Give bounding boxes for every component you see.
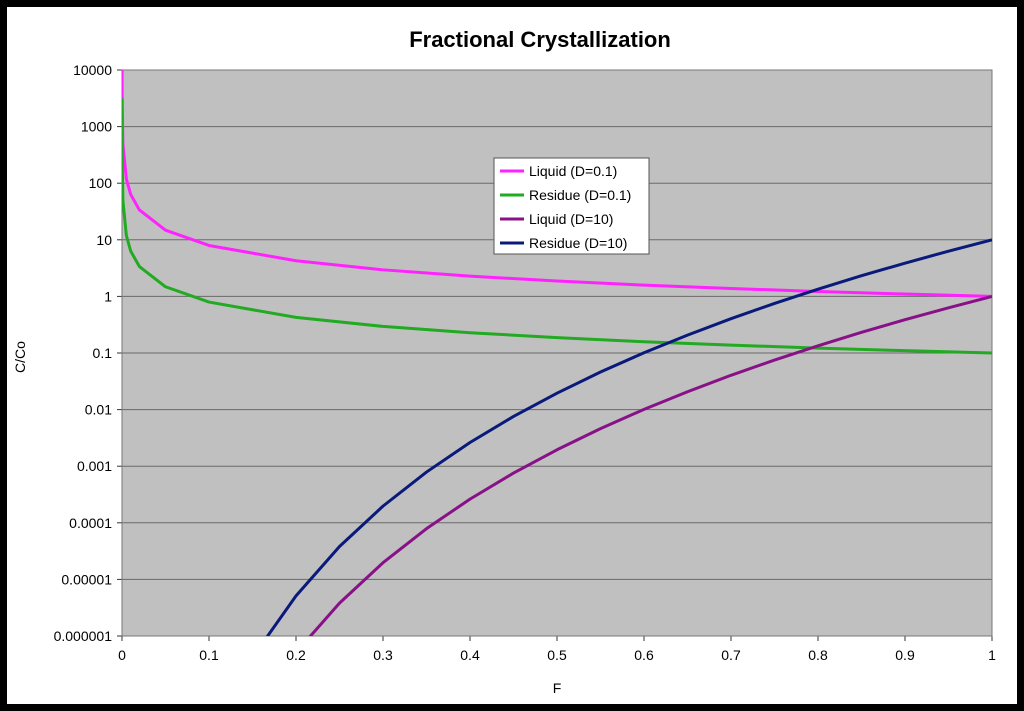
series-line-3 <box>308 294 992 636</box>
x-tick-label: 0.5 <box>547 647 567 663</box>
x-tick-label: 0.8 <box>808 647 828 663</box>
legend: Liquid (D=0.1) Residue (D=0.1) Liquid (D=1… <box>493 157 650 255</box>
x-tick-label: 0.1 <box>199 647 219 663</box>
x-tick-label: 0.4 <box>460 647 480 663</box>
y-tick-label: 1000 <box>81 119 112 135</box>
legend-box <box>493 157 650 255</box>
series-line-4 <box>265 238 992 636</box>
x-tick-label: 0.3 <box>373 647 393 663</box>
series-lines <box>122 70 992 636</box>
legend-label: Liquid (D=0.1) <box>529 163 617 179</box>
chart-title: Fractional Crystallization <box>409 27 671 52</box>
legend-label: Residue (D=10) <box>529 235 627 251</box>
x-tick-label: 0.6 <box>634 647 654 663</box>
chart-panel: Fractional Crystallization 0.000001 0.000… <box>7 7 1017 704</box>
x-tick-label: 1 <box>988 647 996 663</box>
x-tick-label: 0 <box>118 647 126 663</box>
series-line-2 <box>122 98 992 355</box>
y-tick-label: 0.000001 <box>54 628 113 644</box>
y-axis-title: C/Co <box>12 341 28 373</box>
x-tick-label: 0.9 <box>895 647 915 663</box>
y-tick-label: 10 <box>96 232 112 248</box>
x-axis-title: F <box>553 680 562 696</box>
y-tick-label: 0.1 <box>93 345 113 361</box>
y-tick-label: 0.001 <box>77 458 112 474</box>
series-line-1 <box>122 70 992 298</box>
y-tick-label: 100 <box>89 175 113 191</box>
y-tick-label: 0.0001 <box>69 515 112 531</box>
legend-label: Liquid (D=10) <box>529 211 613 227</box>
y-tick-label: 1 <box>104 288 112 304</box>
y-tick-label: 10000 <box>73 62 112 78</box>
chart-svg: Fractional Crystallization 0.000001 0.000… <box>12 27 997 696</box>
x-tick-label: 0.7 <box>721 647 741 663</box>
x-tick-label: 0.2 <box>286 647 306 663</box>
legend-label: Residue (D=0.1) <box>529 187 631 203</box>
y-tick-label: 0.01 <box>85 402 112 418</box>
y-tick-label: 0.00001 <box>61 571 112 587</box>
axes: 0.0000010.000010.00010.0010.010.11101001… <box>54 62 997 663</box>
